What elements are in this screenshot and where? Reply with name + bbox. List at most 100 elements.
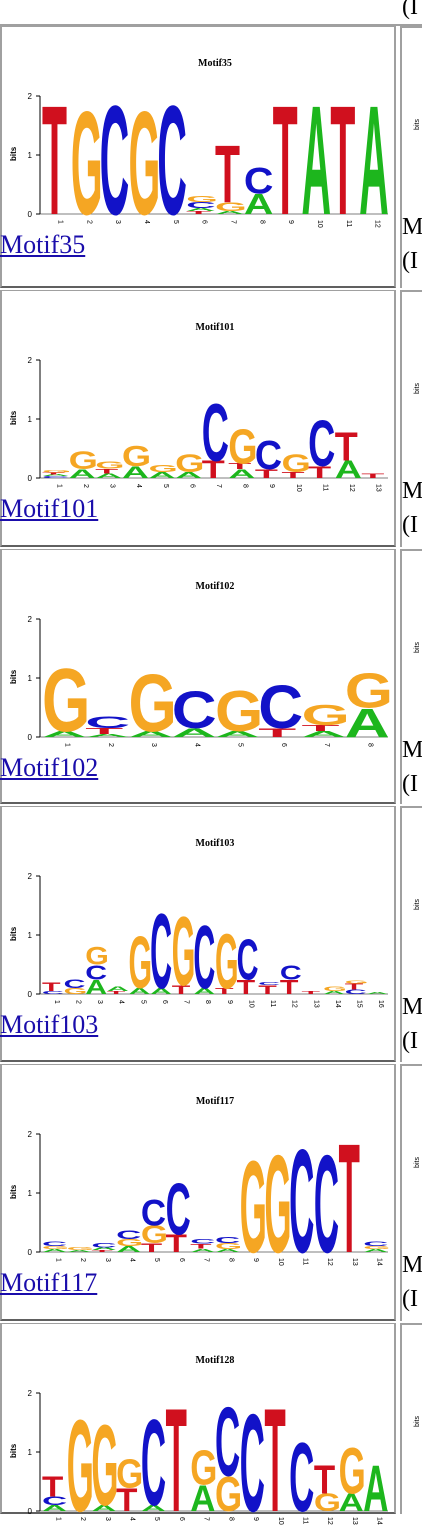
logo-letter-a: A — [95, 472, 122, 479]
logo-letter-t: T — [107, 990, 126, 995]
position-label: 2 — [107, 743, 114, 747]
logo-letter-t: T — [255, 467, 278, 481]
y-tick-label: 0 — [28, 1507, 33, 1516]
y-tick-label: 2 — [28, 1389, 33, 1398]
logo-letter-a: A — [42, 474, 69, 477]
y-tick-label: 2 — [28, 1130, 33, 1139]
logo-letter-a: A — [85, 977, 107, 999]
position-label: 12 — [374, 220, 381, 228]
motif-cell — [0, 1323, 396, 1514]
logo-letter-a: A — [69, 467, 96, 481]
logo-letter-c: C — [258, 981, 280, 986]
position-label: 2 — [79, 1517, 86, 1521]
position-label: 13 — [375, 484, 382, 492]
logo-letter-c: C — [202, 386, 229, 479]
logo-letter-c: C — [141, 1395, 166, 1532]
position-label: 11 — [302, 1258, 309, 1265]
position-label: 1 — [55, 484, 62, 488]
logo-letter-t: T — [282, 470, 305, 479]
position-label: 9 — [252, 1258, 259, 1262]
logo-letter-c: C — [244, 161, 274, 202]
logo-letter-g: G — [148, 463, 177, 474]
logo-letter-a: A — [215, 210, 245, 215]
position-label: 15 — [356, 1000, 363, 1008]
logo-letter-c: C — [91, 1242, 116, 1249]
logo-letter-t: T — [258, 726, 296, 740]
sequence-logo: Motif101012bitsCATG1AG2ATG3AG4AG5AG6TC7A… — [9, 322, 388, 492]
position-label: 11 — [269, 1000, 276, 1007]
y-tick-label: 1 — [28, 1189, 33, 1198]
position-label: 8 — [227, 1517, 234, 1521]
right-text-line2: (I — [402, 771, 418, 797]
logo-letter-a: A — [302, 74, 332, 236]
logo-letter-g: G — [228, 419, 257, 474]
logo-letter-g: G — [67, 1393, 94, 1533]
logo-letter-g: G — [175, 450, 204, 478]
position-label: 11 — [345, 220, 352, 227]
logo-letter-t: T — [264, 1378, 285, 1533]
logo-letter-t: T — [91, 1250, 112, 1253]
motif-link[interactable]: Motif103 — [0, 1010, 99, 1039]
logo-letter-a: A — [228, 467, 255, 481]
motif-cell — [0, 26, 396, 288]
motif-cell — [0, 806, 396, 1062]
position-label: 6 — [201, 220, 208, 224]
y-tick-label: 0 — [28, 733, 33, 742]
y-tick-label: 2 — [28, 356, 33, 365]
logo-letter-g: G — [116, 1452, 143, 1497]
position-label: 11 — [302, 1517, 309, 1524]
logo-letter-g: G — [71, 80, 103, 236]
logo-letter-c: C — [190, 1238, 215, 1245]
logo-letter-a: A — [359, 74, 389, 236]
logo-letter-g: G — [215, 1467, 242, 1522]
logo-letter-g: G — [339, 1435, 366, 1509]
logo-letter-g: G — [42, 470, 71, 474]
position-label: 4 — [129, 1258, 136, 1262]
motif-link[interactable]: Motif101 — [0, 494, 99, 523]
right-text-line1: M — [402, 737, 422, 763]
position-label: 1 — [64, 743, 71, 747]
position-label: 13 — [351, 1517, 358, 1525]
logo-letter-t: T — [258, 983, 277, 997]
position-label: 7 — [203, 1258, 210, 1262]
logo-letter-t: T — [339, 1111, 360, 1274]
logo-letter-c: C — [237, 927, 259, 992]
position-label: 14 — [334, 1000, 341, 1008]
position-label: 11 — [321, 484, 328, 491]
y-tick-label: 1 — [28, 931, 33, 940]
logo-letter-t: T — [42, 74, 67, 236]
logo-letter-a: A — [339, 1490, 364, 1517]
right-text-line2: (I — [402, 512, 418, 538]
logo-letter-c: C — [166, 1169, 191, 1251]
logo-title: Motif35 — [198, 58, 232, 69]
position-label: 6 — [188, 484, 195, 488]
logo-letter-c: C — [42, 476, 69, 479]
position-label: 3 — [104, 1258, 111, 1262]
logo-letter-g: G — [323, 985, 347, 992]
cut-text: (I — [402, 0, 418, 20]
logo-letter-a: A — [91, 1247, 116, 1251]
logo-letter-c: C — [42, 1240, 67, 1247]
motif-link[interactable]: Motif102 — [0, 753, 99, 782]
logo-letter-a: A — [42, 1249, 67, 1253]
logo-letter-a: A — [150, 987, 172, 996]
logo-letter-a: A — [129, 730, 174, 739]
position-label: 8 — [227, 1258, 234, 1262]
position-label: 7 — [229, 220, 236, 224]
motif-cell — [0, 549, 396, 804]
right-text-line2: (I — [402, 248, 418, 274]
logo-letter-c: C — [42, 1494, 67, 1508]
logo-letter-c: C — [240, 1385, 265, 1533]
position-label: 16 — [377, 1000, 384, 1008]
logo-letter-c: C — [100, 74, 130, 236]
logo-letter-g: G — [116, 1238, 143, 1249]
y-axis-label: bits — [9, 669, 18, 684]
logo-letter-a: A — [345, 700, 390, 746]
logo-letter-g: G — [186, 195, 218, 204]
logo-letter-t: T — [237, 977, 256, 999]
motif-link[interactable]: Motif117 — [0, 1268, 98, 1297]
motif-link[interactable]: Motif35 — [0, 230, 86, 259]
position-label: 2 — [82, 484, 89, 488]
position-label: 1 — [53, 1000, 60, 1004]
